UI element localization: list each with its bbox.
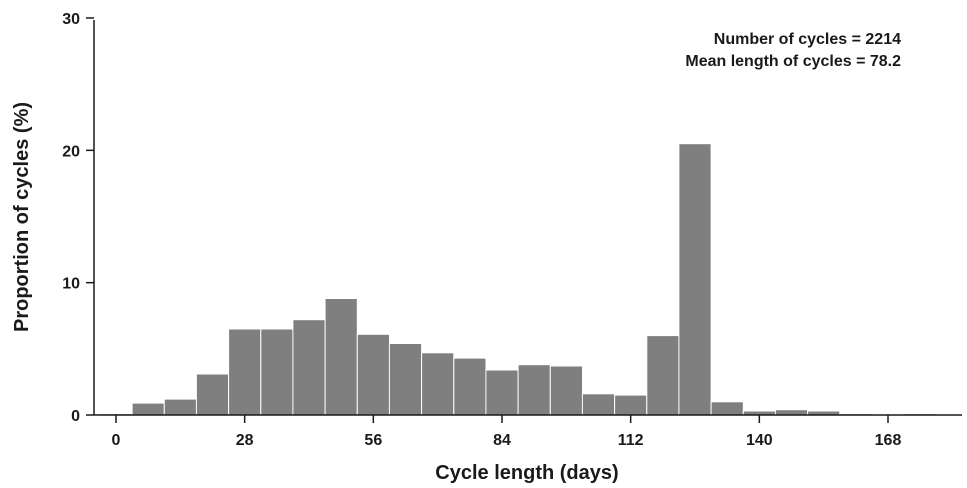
histogram-bar bbox=[163, 398, 198, 416]
histogram-bar bbox=[421, 352, 455, 416]
histogram-bar bbox=[774, 409, 809, 416]
y-ticks-layer: 0 10 20 30 bbox=[62, 11, 94, 425]
histogram-bar bbox=[260, 328, 294, 416]
histogram-bar bbox=[356, 333, 390, 416]
histogram-bar bbox=[195, 373, 230, 416]
histogram-bar bbox=[549, 365, 583, 416]
x-tick-label: 84 bbox=[493, 432, 511, 449]
x-tick-label: 140 bbox=[746, 432, 773, 449]
histogram-bar bbox=[453, 357, 487, 416]
histogram-bar bbox=[324, 298, 358, 416]
x-tick-label: 56 bbox=[364, 432, 382, 449]
y-axis-label: Proportion of cycles (%) bbox=[11, 102, 33, 332]
y-tick-label: 20 bbox=[62, 143, 80, 160]
histogram-bar bbox=[517, 364, 551, 416]
histogram-bar bbox=[581, 393, 616, 416]
x-tick-label: 28 bbox=[236, 432, 254, 449]
histogram-bar bbox=[292, 319, 326, 416]
x-axis-label: Cycle length (days) bbox=[435, 462, 618, 483]
x-tick-label: 112 bbox=[618, 432, 644, 449]
histogram-bar bbox=[485, 369, 519, 416]
annotation-mean-length: Mean length of cycles = 78.2 bbox=[685, 53, 901, 70]
x-tick-label: 168 bbox=[875, 432, 902, 449]
x-tick-label: 0 bbox=[112, 432, 121, 449]
histogram-bar bbox=[131, 402, 165, 416]
histogram-bar bbox=[228, 328, 262, 416]
bars-layer bbox=[99, 143, 937, 416]
histogram-bar bbox=[678, 143, 712, 416]
histogram-bar bbox=[646, 335, 680, 416]
y-tick-label: 30 bbox=[62, 11, 80, 28]
y-tick-label: 10 bbox=[62, 276, 80, 293]
histogram-bar bbox=[710, 401, 744, 416]
y-tick-label: 0 bbox=[71, 408, 80, 425]
histogram-bar bbox=[388, 343, 423, 416]
histogram-bar bbox=[614, 394, 648, 416]
annotation-cycle-count: Number of cycles = 2214 bbox=[714, 31, 901, 48]
x-ticks-layer: 0 28 56 84 112 140 168 bbox=[112, 415, 902, 449]
